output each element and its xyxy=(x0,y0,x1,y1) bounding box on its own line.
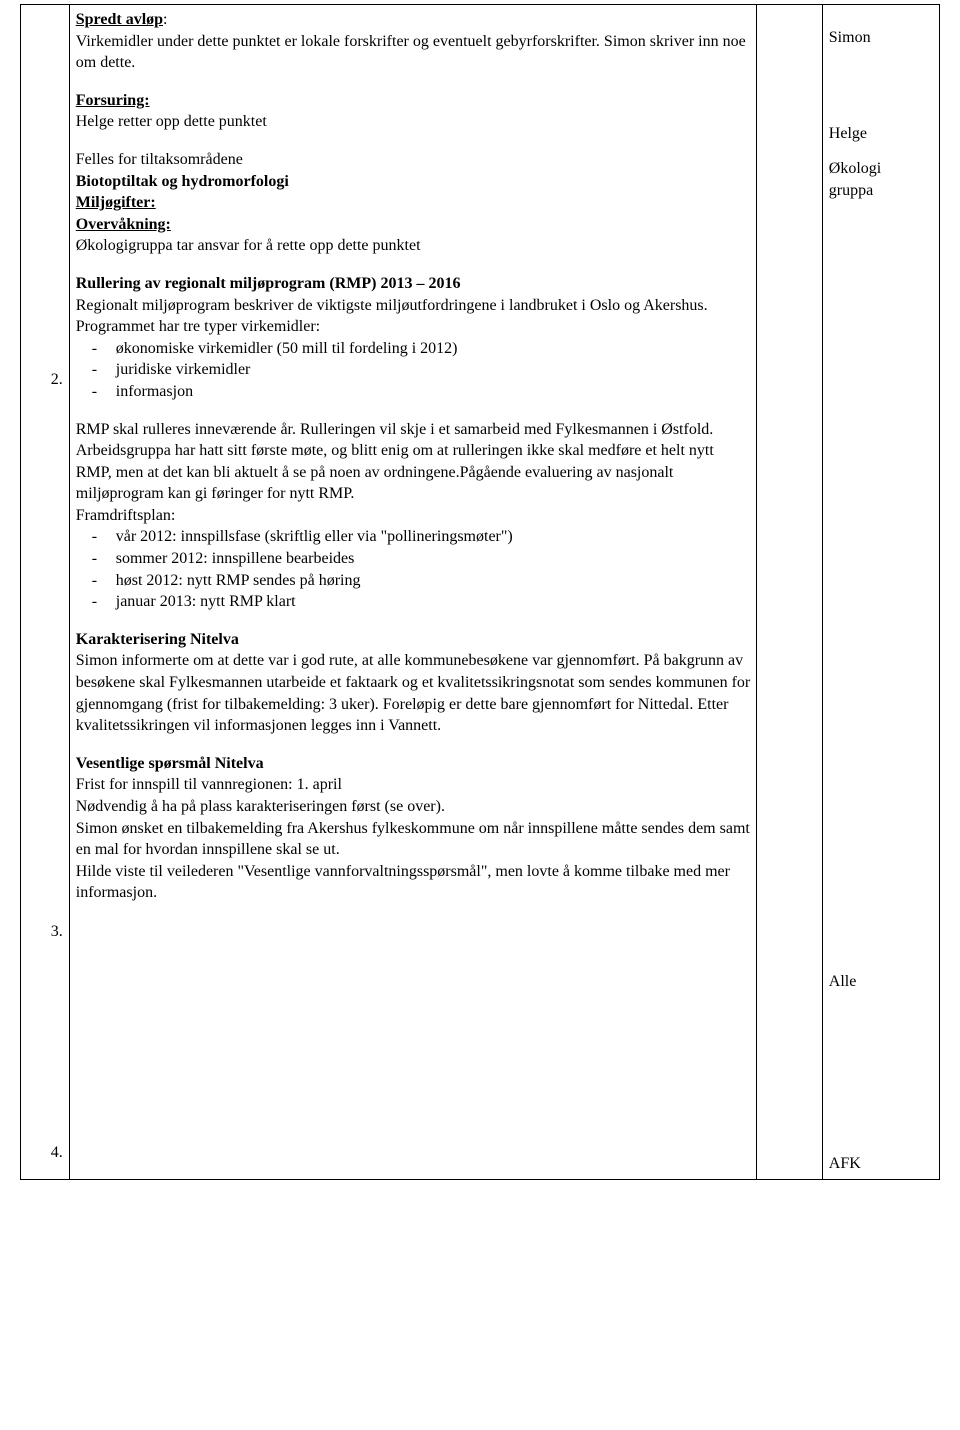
spacer-cell xyxy=(757,5,822,1180)
body-text: Økologigruppa tar ansvar for å rette opp… xyxy=(76,235,751,257)
section-title: Rullering av regionalt miljøprogram (RMP… xyxy=(76,273,751,295)
list-item: informasjon xyxy=(116,381,751,403)
body-text: Hilde viste til veilederen "Vesentlige v… xyxy=(76,861,751,904)
body-text: Simon ønsket en tilbakemelding fra Akers… xyxy=(76,818,751,861)
list-item: høst 2012: nytt RMP sendes på høring xyxy=(116,570,751,592)
section-title: Karakterisering Nitelva xyxy=(76,629,751,651)
list-item: januar 2013: nytt RMP klart xyxy=(116,591,751,613)
bullet-list: økonomiske virkemidler (50 mill til ford… xyxy=(116,338,751,403)
section-title: Spredt avløp xyxy=(76,11,163,28)
bullet-list: vår 2012: innspillsfase (skriftlig eller… xyxy=(116,526,751,612)
body-text: Regionalt miljøprogram beskriver de vikt… xyxy=(76,295,751,338)
body-cell: Spredt avløp: Virkemidler under dette pu… xyxy=(69,5,757,1180)
annotation-text: AFK xyxy=(829,1153,933,1175)
item-number: 2. xyxy=(27,369,63,391)
body-text: Virkemidler under dette punktet er lokal… xyxy=(76,31,751,74)
annotation-text: Simon xyxy=(829,27,933,49)
body-text: RMP skal rulleres inneværende år. Ruller… xyxy=(76,419,751,505)
annotation-cell: Simon Helge Økologi gruppa Alle AFK xyxy=(822,5,939,1180)
item-number: 3. xyxy=(27,921,63,943)
annotation-text: Helge xyxy=(829,123,933,145)
body-text: Simon informerte om at dette var i god r… xyxy=(76,650,751,736)
section-title: Overvåkning: xyxy=(76,214,751,236)
table-row: 2. 3. 4. Spredt avløp: Virkemidler under… xyxy=(21,5,940,1180)
number-cell: 2. 3. 4. xyxy=(21,5,70,1180)
body-text: Nødvendig å ha på plass karakteriseringe… xyxy=(76,796,751,818)
list-item: juridiske virkemidler xyxy=(116,359,751,381)
annotation-text: Økologi xyxy=(829,158,933,180)
annotation-text: Alle xyxy=(829,971,933,993)
list-item: vår 2012: innspillsfase (skriftlig eller… xyxy=(116,526,751,548)
annotation-text: gruppa xyxy=(829,180,933,202)
document-table: 2. 3. 4. Spredt avløp: Virkemidler under… xyxy=(20,4,940,1180)
list-item: økonomiske virkemidler (50 mill til ford… xyxy=(116,338,751,360)
section-title: Biotoptiltak og hydromorfologi xyxy=(76,171,751,193)
body-text: Frist for innspill til vannregionen: 1. … xyxy=(76,774,751,796)
section-title: Forsuring: xyxy=(76,90,751,112)
body-text: Framdriftsplan: xyxy=(76,505,751,527)
body-text: Helge retter opp dette punktet xyxy=(76,111,751,133)
body-text: Felles for tiltaksområdene xyxy=(76,149,751,171)
item-number: 4. xyxy=(27,1142,63,1164)
section-title: Vesentlige spørsmål Nitelva xyxy=(76,753,751,775)
list-item: sommer 2012: innspillene bearbeides xyxy=(116,548,751,570)
section-title: Miljøgifter: xyxy=(76,192,751,214)
